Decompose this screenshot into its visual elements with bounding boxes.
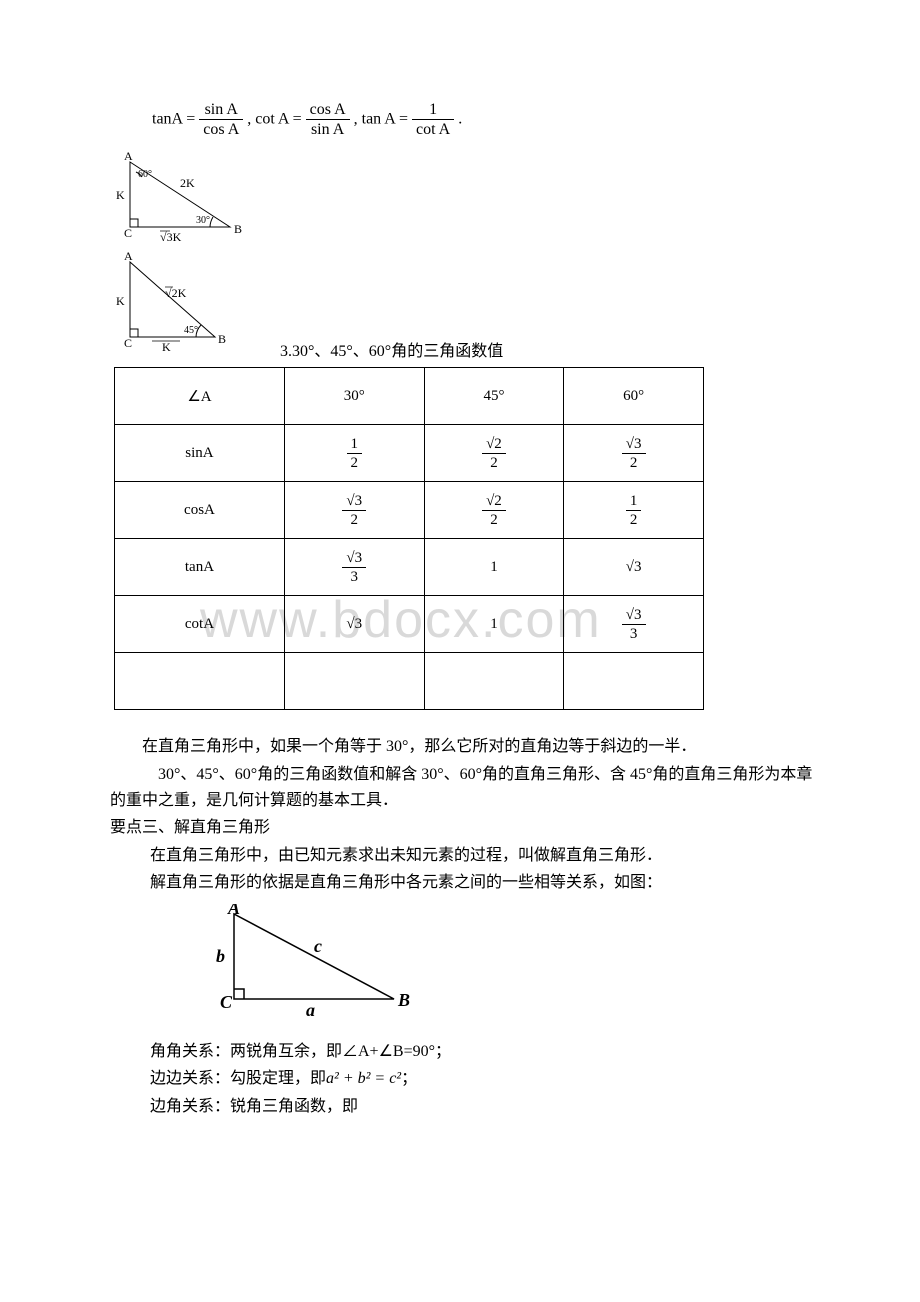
paragraph: 边角关系：锐角三角函数，即	[110, 1094, 820, 1120]
angle-60: 60°	[138, 169, 152, 180]
heading-section-3: 要点三、解直角三角形	[110, 815, 820, 841]
triangle-30-60-diagram: A B C K 2K √3K 60° 30°	[110, 147, 260, 247]
side-a: a	[306, 1000, 315, 1020]
table-row: cotA √3 1 √33	[115, 596, 704, 653]
paragraph: 解直角三角形的依据是直角三角形中各元素之间的一些相等关系，如图：	[110, 870, 820, 896]
row-label: cosA	[115, 482, 285, 539]
side-b: b	[216, 946, 225, 966]
section-title: 3.30°、45°、60°角的三角函数值	[280, 337, 820, 361]
cell-value: 12	[284, 425, 424, 482]
paragraph: 在直角三角形中，如果一个角等于 30°，那么它所对的直角边等于斜边的一半．	[110, 734, 820, 760]
row-label: sinA	[115, 425, 285, 482]
cell-value: √22	[424, 482, 564, 539]
paragraph: 边边关系：勾股定理，即a² + b² = c²；	[110, 1066, 820, 1092]
cell-value: √22	[424, 425, 564, 482]
side-k: K	[116, 188, 125, 202]
body-text-section: 在直角三角形中，如果一个角等于 30°，那么它所对的直角边等于斜边的一半． 30…	[110, 734, 820, 1119]
table-header-cell: ∠A	[115, 368, 285, 425]
angle-30: 30°	[196, 215, 210, 226]
formula-part: tanA =	[152, 110, 199, 127]
angle-45: 45°	[184, 325, 198, 336]
paragraph: 在直角三角形中，由已知元素求出未知元素的过程，叫做解直角三角形．	[110, 843, 820, 869]
fraction: 1 cot A	[412, 100, 454, 139]
vertex-b: B	[397, 990, 410, 1010]
paragraph: 角角关系：两锐角互余，即∠A+∠B=90°；	[110, 1039, 820, 1065]
vertex-c: C	[220, 992, 233, 1012]
table-header-cell: 30°	[284, 368, 424, 425]
formula-part: tan A =	[362, 110, 412, 127]
vertex-b: B	[234, 222, 242, 236]
table-empty-row	[115, 653, 704, 710]
vertex-b: B	[218, 332, 226, 346]
triangle-45-diagram: A B C K √2K K 45°	[110, 247, 260, 357]
row-label: cotA	[115, 596, 285, 653]
cell-value: √3	[284, 596, 424, 653]
table-header-row: ∠A 30° 45° 60°	[115, 368, 704, 425]
cell-value: 1	[424, 539, 564, 596]
cell-value: √32	[284, 482, 424, 539]
cell-value: √3	[564, 539, 704, 596]
cell-value: √33	[564, 596, 704, 653]
pythagoras-formula: a² + b² = c²	[326, 1070, 401, 1087]
table-header-cell: 45°	[424, 368, 564, 425]
row-label: tanA	[115, 539, 285, 596]
vertex-a: A	[124, 149, 133, 163]
trig-values-table: ∠A 30° 45° 60° sinA 12 √22 √32 cosA √32 …	[114, 367, 704, 710]
vertex-c: C	[124, 336, 132, 350]
fraction: sin A cos A	[199, 100, 243, 139]
cell-value: √32	[564, 425, 704, 482]
table-row: cosA √32 √22 12	[115, 482, 704, 539]
side-base-k: K	[162, 340, 171, 354]
table-row: sinA 12 √22 √32	[115, 425, 704, 482]
formula-end: .	[458, 110, 462, 127]
formula-identities: tanA = sin A cos A , cot A = cos A sin A…	[152, 100, 820, 139]
table-header-cell: 60°	[564, 368, 704, 425]
side-sqrt2k: √2K	[165, 286, 187, 300]
side-sqrt3k: √3K	[160, 230, 182, 244]
paragraph: 30°、45°、60°角的三角函数值和解含 30°、60°角的直角三角形、含 4…	[110, 762, 820, 813]
side-c: c	[314, 936, 322, 956]
side-2k: 2K	[180, 176, 195, 190]
right-triangle-diagram: A B C b c a	[194, 904, 424, 1024]
empty-cell	[115, 653, 285, 710]
empty-cell	[424, 653, 564, 710]
vertex-a: A	[124, 249, 133, 263]
vertex-a: A	[227, 904, 240, 918]
cell-value: √33	[284, 539, 424, 596]
side-k: K	[116, 294, 125, 308]
cell-value: 12	[564, 482, 704, 539]
table-row: tanA √33 1 √3	[115, 539, 704, 596]
fraction: cos A sin A	[306, 100, 350, 139]
formula-part: cot A =	[255, 110, 305, 127]
formula-sep: ,	[354, 110, 362, 127]
empty-cell	[564, 653, 704, 710]
empty-cell	[284, 653, 424, 710]
vertex-c: C	[124, 226, 132, 240]
cell-value: 1	[424, 596, 564, 653]
